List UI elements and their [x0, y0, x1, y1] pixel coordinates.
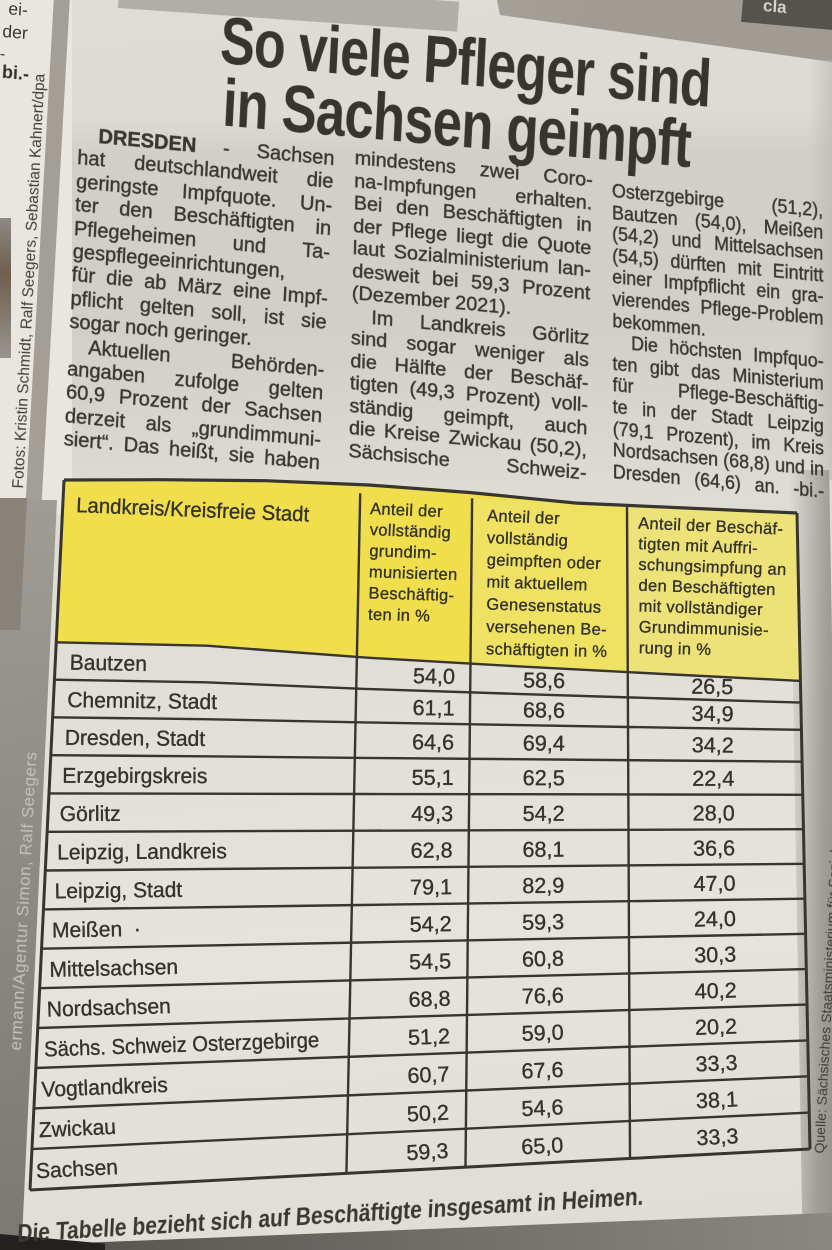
svg-text:62,8: 62,8	[410, 837, 452, 862]
svg-text:68,6: 68,6	[523, 697, 565, 723]
svg-text:Bautzen: Bautzen	[70, 650, 148, 676]
svg-text:54,2: 54,2	[409, 911, 451, 937]
svg-text:49,3: 49,3	[411, 801, 453, 826]
svg-text:grundim-: grundim-	[369, 542, 437, 562]
svg-text:Nordsachsen: Nordsachsen	[46, 994, 171, 1022]
svg-text:34,2: 34,2	[692, 732, 734, 757]
svg-text:geimpften oder: geimpften oder	[486, 551, 601, 573]
svg-text:51,2: 51,2	[408, 1023, 451, 1049]
svg-text:Meißen ·: Meißen ·	[52, 917, 141, 943]
svg-text:68,1: 68,1	[522, 837, 564, 862]
svg-text:mit vollständiger: mit vollständiger	[638, 597, 763, 619]
svg-text:64,6: 64,6	[412, 729, 454, 754]
svg-text:65,0: 65,0	[521, 1132, 564, 1159]
svg-text:Görlitz: Görlitz	[60, 802, 121, 826]
svg-text:68,8: 68,8	[408, 986, 451, 1012]
svg-text:54,6: 54,6	[521, 1094, 564, 1121]
svg-text:61,1: 61,1	[412, 695, 454, 721]
svg-text:den Beschäftigten: den Beschäftigten	[638, 577, 776, 599]
svg-text:Grundimmunisie-: Grundimmunisie-	[638, 618, 769, 639]
svg-text:22,4: 22,4	[692, 766, 734, 791]
svg-text:47,0: 47,0	[693, 871, 735, 897]
svg-text:33,3: 33,3	[696, 1123, 739, 1150]
svg-text:60,8: 60,8	[522, 946, 565, 972]
svg-text:33,3: 33,3	[695, 1050, 738, 1077]
svg-text:30,3: 30,3	[694, 942, 737, 968]
svg-text:Anteil der: Anteil der	[370, 500, 444, 521]
svg-text:versehenen Be-: versehenen Be-	[486, 618, 607, 639]
svg-text:munisierten: munisierten	[369, 563, 458, 584]
svg-text:58,6: 58,6	[523, 667, 565, 693]
svg-text:28,0: 28,0	[693, 800, 735, 825]
svg-text:60,7: 60,7	[407, 1061, 450, 1088]
svg-text:ten in %: ten in %	[368, 606, 431, 626]
svg-text:36,6: 36,6	[693, 835, 735, 860]
svg-text:54,2: 54,2	[523, 801, 565, 826]
svg-text:55,1: 55,1	[412, 765, 454, 790]
svg-text:Anteil der: Anteil der	[487, 507, 561, 528]
svg-text:Vogtlandkreis: Vogtlandkreis	[41, 1073, 168, 1102]
svg-text:Leipzig, Landkreis: Leipzig, Landkreis	[57, 839, 227, 864]
svg-text:Leipzig, Stadt: Leipzig, Stadt	[54, 878, 182, 904]
svg-text:mit aktuellem: mit aktuellem	[486, 573, 588, 594]
svg-text:rung in %: rung in %	[639, 639, 712, 659]
svg-text:59,3: 59,3	[406, 1138, 449, 1165]
svg-text:59,0: 59,0	[521, 1019, 564, 1045]
svg-text:Sachsen: Sachsen	[35, 1155, 118, 1183]
svg-text:20,2: 20,2	[695, 1013, 738, 1039]
svg-text:79,1: 79,1	[410, 874, 452, 900]
svg-text:Zwickau: Zwickau	[38, 1115, 116, 1143]
svg-text:62,5: 62,5	[523, 765, 565, 790]
svg-text:vollständig: vollständig	[369, 521, 451, 542]
svg-text:schungsimpfung an: schungsimpfung an	[638, 556, 787, 579]
svg-text:Beschäftig-: Beschäftig-	[368, 584, 454, 605]
svg-text:vollständig: vollständig	[487, 529, 569, 550]
svg-text:38,1: 38,1	[695, 1086, 738, 1113]
svg-text:76,6: 76,6	[521, 982, 564, 1008]
svg-text:Mittelsachsen: Mittelsachsen	[49, 955, 178, 982]
svg-text:69,4: 69,4	[523, 730, 565, 755]
svg-text:schäftigten in %: schäftigten in %	[486, 640, 608, 661]
svg-text:54,5: 54,5	[409, 948, 452, 974]
svg-text:26,5: 26,5	[691, 673, 733, 699]
svg-text:82,9: 82,9	[522, 873, 564, 899]
svg-text:50,2: 50,2	[406, 1100, 449, 1127]
svg-text:Genesenstatus: Genesenstatus	[486, 596, 601, 617]
svg-text:24,0: 24,0	[694, 906, 736, 932]
svg-text:34,9: 34,9	[691, 701, 733, 727]
svg-text:40,2: 40,2	[694, 977, 737, 1003]
svg-text:67,6: 67,6	[521, 1057, 564, 1084]
svg-text:59,3: 59,3	[522, 909, 564, 935]
svg-text:Chemnitz, Stadt: Chemnitz, Stadt	[67, 688, 217, 714]
svg-text:Sächs. Schweiz Osterzgebirge: Sächs. Schweiz Osterzgebirge	[44, 1029, 320, 1062]
svg-text:Erzgebirgskreis: Erzgebirgskreis	[62, 764, 207, 789]
svg-text:54,0: 54,0	[413, 663, 455, 689]
svg-text:Dresden, Stadt: Dresden, Stadt	[65, 726, 206, 751]
svg-text:tigten mit Auffri-: tigten mit Auffri-	[638, 535, 758, 558]
